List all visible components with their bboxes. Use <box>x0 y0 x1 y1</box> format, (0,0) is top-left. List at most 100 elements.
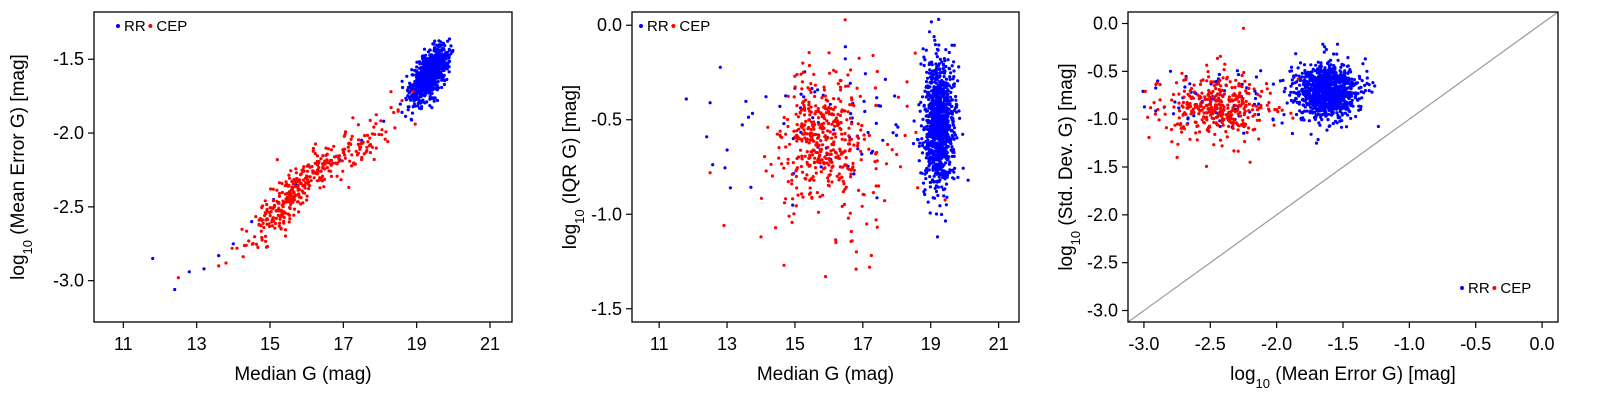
point-rr <box>934 143 938 147</box>
point-rr <box>925 124 929 128</box>
point-rr <box>1328 82 1332 86</box>
point-cep <box>871 191 876 195</box>
point-rr <box>1340 113 1344 117</box>
point-rr <box>929 140 934 144</box>
point-cep <box>1223 62 1227 66</box>
point-cep <box>1204 164 1209 168</box>
point-cep <box>368 118 372 122</box>
point-cep <box>365 145 369 149</box>
point-cep <box>856 141 860 145</box>
point-rr <box>950 133 954 138</box>
point-rr <box>1307 74 1311 78</box>
point-cep <box>801 61 805 65</box>
point-cep <box>816 116 821 120</box>
point-cep <box>311 171 315 175</box>
point-cep <box>1218 106 1222 110</box>
point-rr <box>946 119 950 123</box>
point-rr <box>939 122 943 126</box>
point-rr <box>1329 98 1333 102</box>
point-rr <box>1321 42 1325 46</box>
point-rr <box>944 203 949 207</box>
point-rr <box>938 134 942 138</box>
point-cep <box>1193 103 1197 107</box>
point-rr <box>442 73 446 77</box>
point-cep <box>816 160 820 164</box>
point-rr <box>1325 128 1329 132</box>
point-rr <box>425 57 429 61</box>
point-cep <box>1228 80 1232 84</box>
point-cep <box>1242 70 1246 75</box>
point-rr <box>1363 83 1367 87</box>
point-rr <box>917 159 921 163</box>
point-rr <box>405 74 409 78</box>
point-rr <box>958 116 962 120</box>
point-cep <box>1202 120 1206 124</box>
point-rr <box>1336 58 1340 62</box>
point-cep <box>780 162 784 166</box>
point-cep <box>840 108 844 112</box>
point-rr <box>925 118 929 123</box>
point-cep <box>386 140 390 144</box>
point-cep <box>1198 82 1203 86</box>
point-cep <box>916 186 920 190</box>
point-rr <box>445 67 449 71</box>
point-rr <box>952 137 956 141</box>
point-cep <box>1143 89 1147 93</box>
point-cep <box>289 169 293 173</box>
point-rr <box>934 171 938 175</box>
point-cep <box>1213 132 1217 136</box>
point-rr <box>420 105 424 109</box>
point-cep <box>814 171 818 175</box>
point-rr <box>1365 69 1369 73</box>
point-cep <box>873 86 878 90</box>
point-rr <box>1345 81 1349 85</box>
point-rr <box>936 145 941 149</box>
point-cep <box>860 204 864 208</box>
point-cep <box>1197 108 1201 112</box>
point-cep <box>823 135 827 139</box>
point-cep <box>1164 126 1168 130</box>
point-cep <box>335 174 339 178</box>
point-cep <box>368 151 372 155</box>
point-rr <box>1177 106 1181 110</box>
point-cep <box>279 227 283 231</box>
point-rr <box>1311 93 1315 97</box>
point-cep <box>1172 105 1176 109</box>
point-cep <box>794 112 798 116</box>
point-rr <box>1142 105 1146 109</box>
point-rr <box>1297 94 1301 98</box>
point-cep <box>858 94 862 98</box>
point-cep <box>1188 105 1192 109</box>
point-cep <box>1170 98 1174 102</box>
point-rr <box>1236 73 1241 77</box>
point-cep <box>1265 87 1269 91</box>
point-cep <box>370 145 374 149</box>
point-rr <box>423 56 427 60</box>
point-cep <box>1225 75 1229 79</box>
point-cep <box>1175 155 1179 159</box>
point-rr <box>1298 83 1302 87</box>
point-cep <box>313 142 318 146</box>
point-rr <box>923 192 927 197</box>
point-rr <box>433 87 437 91</box>
point-rr <box>931 153 935 157</box>
point-cep <box>1212 120 1216 125</box>
point-cep <box>859 149 863 153</box>
point-rr <box>400 110 404 114</box>
point-cep <box>806 86 810 90</box>
point-cep <box>819 147 824 151</box>
point-cep <box>836 112 840 116</box>
point-rr <box>398 102 402 106</box>
point-cep <box>831 148 836 152</box>
x-tick-label: -1.0 <box>1394 334 1425 354</box>
point-cep <box>812 148 816 153</box>
point-rr <box>1347 76 1351 80</box>
point-cep <box>850 122 854 126</box>
point-cep <box>290 188 294 192</box>
point-rr <box>418 99 422 103</box>
point-rr <box>401 85 405 90</box>
point-rr <box>948 102 952 106</box>
point-rr <box>952 69 956 73</box>
point-cep <box>277 194 281 198</box>
point-cep <box>1233 110 1237 114</box>
